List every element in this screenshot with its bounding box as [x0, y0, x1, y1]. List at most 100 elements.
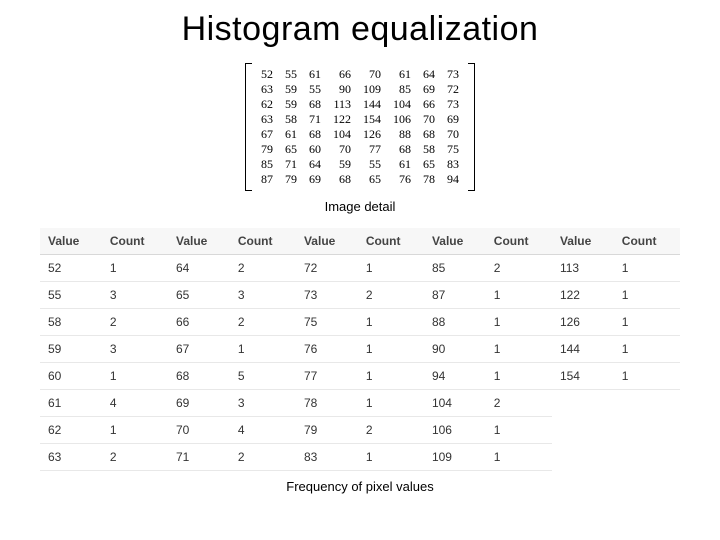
- frequency-cell: 52: [40, 255, 102, 282]
- matrix-row: 676168104126886870: [255, 127, 465, 142]
- frequency-row: 5826627518811261: [40, 309, 680, 336]
- frequency-header-cell: Count: [358, 228, 424, 255]
- frequency-cell: 113: [552, 255, 614, 282]
- frequency-cell: 122: [552, 282, 614, 309]
- matrix-cell: 62: [255, 97, 279, 112]
- frequency-cell: 63: [40, 444, 102, 471]
- frequency-cell: 3: [230, 390, 296, 417]
- frequency-cell: 4: [102, 390, 168, 417]
- matrix-cell: 109: [357, 82, 387, 97]
- frequency-cell: 1: [486, 336, 552, 363]
- frequency-cell: 67: [168, 336, 230, 363]
- frequency-cell: 1: [614, 282, 680, 309]
- matrix-cell: 90: [327, 82, 357, 97]
- matrix-cell: 69: [303, 172, 327, 187]
- frequency-cell: [614, 390, 680, 417]
- matrix-cell: 88: [387, 127, 417, 142]
- matrix-table: 5255616670616473635955901098569726259681…: [255, 67, 465, 187]
- frequency-cell: 2: [358, 417, 424, 444]
- matrix-cell: 75: [441, 142, 465, 157]
- frequency-cell: 69: [168, 390, 230, 417]
- matrix-row: 7965607077685875: [255, 142, 465, 157]
- matrix-cell: 77: [357, 142, 387, 157]
- frequency-header-cell: Value: [168, 228, 230, 255]
- frequency-cell: [614, 444, 680, 471]
- matrix-cell: 70: [327, 142, 357, 157]
- frequency-cell: 2: [358, 282, 424, 309]
- frequency-caption: Frequency of pixel values: [0, 479, 720, 494]
- frequency-cell: 94: [424, 363, 486, 390]
- matrix-caption: Image detail: [0, 199, 720, 214]
- frequency-header-cell: Value: [296, 228, 358, 255]
- matrix-cell: 154: [357, 112, 387, 127]
- matrix-cell: 55: [279, 67, 303, 82]
- matrix-cell: 79: [255, 142, 279, 157]
- matrix-cell: 71: [279, 157, 303, 172]
- matrix-cell: 83: [441, 157, 465, 172]
- frequency-cell: 2: [102, 444, 168, 471]
- frequency-cell: 154: [552, 363, 614, 390]
- frequency-cell: 65: [168, 282, 230, 309]
- matrix-cell: 85: [387, 82, 417, 97]
- frequency-cell: 66: [168, 309, 230, 336]
- frequency-cell: 3: [102, 282, 168, 309]
- matrix-cell: 65: [279, 142, 303, 157]
- frequency-cell: 1: [102, 417, 168, 444]
- matrix-cell: 104: [387, 97, 417, 112]
- frequency-cell: 1: [358, 336, 424, 363]
- frequency-cell: 62: [40, 417, 102, 444]
- matrix-cell: 113: [327, 97, 357, 112]
- matrix-cell: 59: [327, 157, 357, 172]
- matrix-cell: 126: [357, 127, 387, 142]
- matrix-cell: 70: [441, 127, 465, 142]
- matrix-cell: 65: [357, 172, 387, 187]
- matrix-cell: 94: [441, 172, 465, 187]
- frequency-cell: 1: [486, 444, 552, 471]
- frequency-cell: 1: [358, 309, 424, 336]
- frequency-cell: 1: [102, 363, 168, 390]
- frequency-cell: 64: [168, 255, 230, 282]
- frequency-cell: 58: [40, 309, 102, 336]
- frequency-cell: 79: [296, 417, 358, 444]
- frequency-cell: 1: [230, 336, 296, 363]
- matrix-cell: 61: [303, 67, 327, 82]
- frequency-cell: 60: [40, 363, 102, 390]
- frequency-row: 6217047921061: [40, 417, 680, 444]
- frequency-cell: 1: [486, 417, 552, 444]
- frequency-cell: 71: [168, 444, 230, 471]
- matrix-cell: 64: [417, 67, 441, 82]
- matrix-cell: 87: [255, 172, 279, 187]
- frequency-row: 6327128311091: [40, 444, 680, 471]
- matrix-cell: 104: [327, 127, 357, 142]
- frequency-row: 5216427218521131: [40, 255, 680, 282]
- frequency-header-cell: Count: [486, 228, 552, 255]
- frequency-table: ValueCountValueCountValueCountValueCount…: [40, 228, 680, 471]
- matrix-cell: 73: [441, 67, 465, 82]
- matrix-cell: 144: [357, 97, 387, 112]
- frequency-header-row: ValueCountValueCountValueCountValueCount…: [40, 228, 680, 255]
- page-title: Histogram equalization: [0, 0, 720, 63]
- frequency-cell: 77: [296, 363, 358, 390]
- frequency-cell: 1: [614, 255, 680, 282]
- matrix-cell: 67: [255, 127, 279, 142]
- matrix-cell: 71: [303, 112, 327, 127]
- matrix-container: 5255616670616473635955901098569726259681…: [0, 63, 720, 191]
- frequency-container: ValueCountValueCountValueCountValueCount…: [0, 228, 720, 471]
- matrix-cell: 69: [417, 82, 441, 97]
- frequency-cell: 126: [552, 309, 614, 336]
- frequency-row: 5536537328711221: [40, 282, 680, 309]
- matrix-cell: 63: [255, 82, 279, 97]
- frequency-header-cell: Value: [424, 228, 486, 255]
- frequency-cell: 2: [230, 444, 296, 471]
- matrix-cell: 72: [441, 82, 465, 97]
- frequency-cell: 104: [424, 390, 486, 417]
- frequency-cell: 1: [486, 282, 552, 309]
- matrix-cell: 58: [417, 142, 441, 157]
- frequency-cell: 1: [358, 390, 424, 417]
- matrix-cell: 85: [255, 157, 279, 172]
- frequency-row: 6016857719411541: [40, 363, 680, 390]
- matrix-cell: 68: [387, 142, 417, 157]
- matrix-cell: 59: [279, 97, 303, 112]
- matrix-cell: 65: [417, 157, 441, 172]
- frequency-cell: 2: [102, 309, 168, 336]
